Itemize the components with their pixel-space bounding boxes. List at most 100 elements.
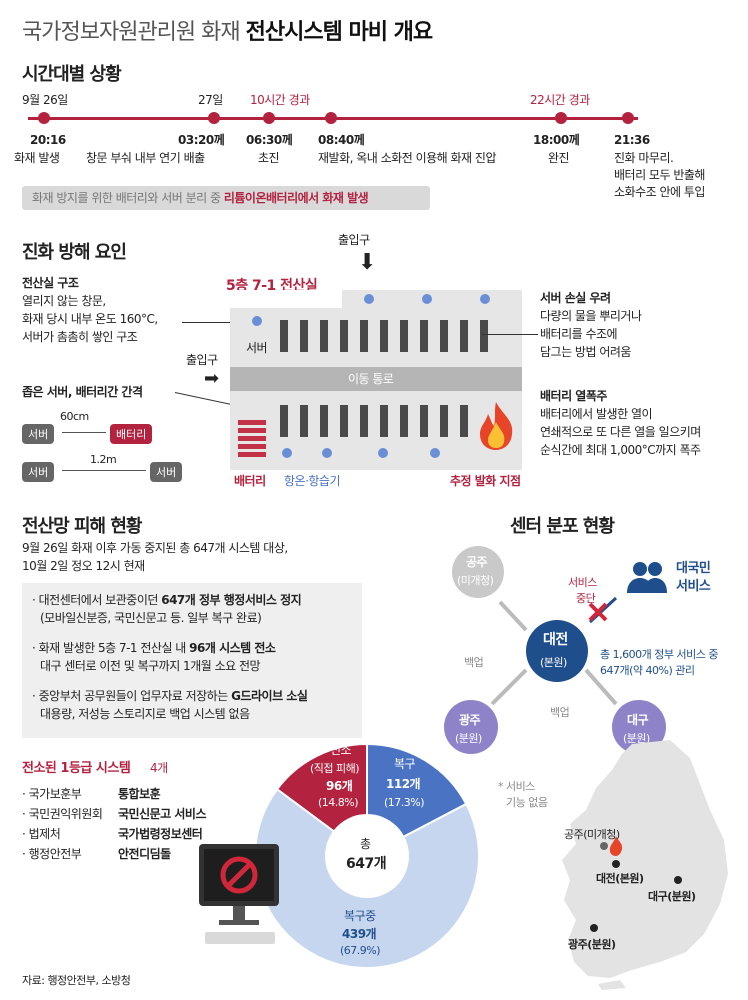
server-rack xyxy=(460,405,468,437)
node-gongju xyxy=(452,546,504,598)
runaway-line: 연쇄적으로 또 다른 열을 일으키며 xyxy=(540,425,701,439)
map-marker xyxy=(612,860,620,868)
no-service-note: 기능 없음 xyxy=(506,796,548,809)
node-label: 공주 xyxy=(466,555,488,569)
note-bold: 리튬이온배터리에서 화재 발생 xyxy=(223,191,369,205)
server-rack xyxy=(340,320,348,352)
slice-value: 439개 xyxy=(342,927,377,941)
timeline-dot xyxy=(208,112,220,124)
service-stop: 중단 xyxy=(576,592,596,605)
map-gwangju: 광주(분원) xyxy=(568,938,616,951)
grade1-org: · 행정안전부 xyxy=(22,847,82,861)
map-marker xyxy=(600,842,608,850)
server-rack xyxy=(480,320,488,352)
grade1-sys: 국가법령정보센터 xyxy=(118,827,203,841)
server-rack xyxy=(400,405,408,437)
timeline-dot xyxy=(622,112,634,124)
cooler xyxy=(322,448,332,458)
node-sub: (미개청) xyxy=(457,574,494,587)
backup-label: 백업 xyxy=(464,656,484,669)
backup-label: 백업 xyxy=(550,706,570,719)
network-sub: 9월 26일 화재 이후 가동 중지된 총 647개 시스템 대상, xyxy=(22,541,288,555)
grade1-sys: 통합보훈 xyxy=(118,787,161,801)
event-desc: 화재 발생 xyxy=(14,151,60,165)
source: 자료: 행정안전부, 소방청 xyxy=(22,974,131,987)
server-rack xyxy=(320,405,328,437)
pie-total-value: 647개 xyxy=(346,856,387,872)
entrance-left: 출입구 xyxy=(186,353,218,367)
grade1-sys: 국민신문고 서비스 xyxy=(118,807,207,821)
fire-point-label: 추정 발화 지점 xyxy=(450,474,521,488)
timeline-dot xyxy=(263,112,275,124)
bullet-item: · 중앙부처 공무원들이 업무자료 저장하는 G드라이브 소실 xyxy=(32,689,308,703)
no-service-note: * 서비스 xyxy=(498,780,535,793)
centers-heading: 센터 분포 현황 xyxy=(510,516,615,537)
gap-arrow xyxy=(62,470,146,471)
server-rack xyxy=(300,320,308,352)
date-sep26: 9월 26일 xyxy=(22,93,68,107)
slice-value: 112개 xyxy=(386,777,421,791)
structure-line: 화재 당시 내부 온도 160°C, xyxy=(22,312,158,326)
network-heading: 전산망 피해 현황 xyxy=(22,516,142,537)
leader-line xyxy=(482,334,538,335)
elapsed-22h: 22시간 경과 xyxy=(530,93,590,107)
tag-server: 서버 xyxy=(22,462,55,482)
battery-block xyxy=(238,420,266,425)
cooler xyxy=(378,448,388,458)
timeline-dot xyxy=(555,112,567,124)
slice-label: 전소 xyxy=(330,743,352,757)
elapsed-10h: 10시간 경과 xyxy=(250,93,310,107)
entrance-top: 출입구 xyxy=(338,233,370,247)
gap-60cm: 60cm xyxy=(60,410,89,423)
server-rack xyxy=(460,320,468,352)
structure-line: 서버가 촘촘히 쌓인 구조 xyxy=(22,330,138,344)
room-notch xyxy=(230,290,342,308)
center-arrows xyxy=(490,596,618,706)
runaway-line: 순식간에 최대 1,000°C까지 폭주 xyxy=(540,443,701,457)
slice-value: 96개 xyxy=(326,779,353,793)
server-rack xyxy=(440,405,448,437)
fire-icon xyxy=(480,402,513,450)
battery-block xyxy=(238,436,266,441)
node-sub: (본원) xyxy=(540,656,567,669)
event-time: 21:36 xyxy=(614,133,650,147)
map-marker xyxy=(590,924,598,932)
tag-server: 서버 xyxy=(22,424,55,444)
runaway-title: 배터리 열폭주 xyxy=(540,389,607,403)
event-desc: 진화 마무리. xyxy=(614,151,674,165)
slice-label: 복구중 xyxy=(344,909,376,923)
grade1-count: 4개 xyxy=(150,761,168,775)
server-rack xyxy=(380,405,388,437)
damage-line: 담그는 방법 어려움 xyxy=(540,345,631,359)
event-desc: 소화수조 안에 투입 xyxy=(614,185,705,199)
server-rack xyxy=(440,320,448,352)
timeline-dot xyxy=(325,112,337,124)
corridor xyxy=(230,367,522,391)
grade1-org: · 국민권익위원회 xyxy=(22,807,103,821)
event-time: 18:00께 xyxy=(533,133,580,147)
daejeon-note: 총 1,600개 정부 서비스 중 xyxy=(600,648,718,661)
event-desc: 초진 xyxy=(258,151,280,165)
cooler xyxy=(252,316,262,326)
pie-chart xyxy=(254,742,480,969)
leader-line xyxy=(182,322,230,323)
note-light: 화재 방지를 위한 배터리와 서버 분리 중 xyxy=(32,191,224,205)
fire-icon xyxy=(609,836,623,856)
cooler xyxy=(422,294,432,304)
event-time: 20:16 xyxy=(30,133,66,147)
map-daejeon: 대전(본원) xyxy=(596,872,644,885)
battery-block xyxy=(238,444,266,449)
structure-title: 전산실 구조 xyxy=(22,276,79,290)
battery-block xyxy=(238,452,266,457)
event-time: 03:20께 xyxy=(178,133,225,147)
bullet-item: · 화재 발생한 5층 7-1 전산실 내 96개 시스템 전소 xyxy=(32,641,276,655)
node-label: 광주 xyxy=(459,713,481,727)
arrow-right-icon: ➡ xyxy=(204,368,220,389)
server-rack xyxy=(420,320,428,352)
title-light: 국가정보자원관리원 화재 xyxy=(22,20,241,45)
network-sub: 10월 2일 정오 12시 현재 xyxy=(22,559,145,573)
node-daejeon xyxy=(526,620,588,682)
citizen-label: 서비스 xyxy=(676,579,711,594)
node-label: 대구 xyxy=(627,713,649,727)
battery-label: 배터리 xyxy=(234,474,266,488)
